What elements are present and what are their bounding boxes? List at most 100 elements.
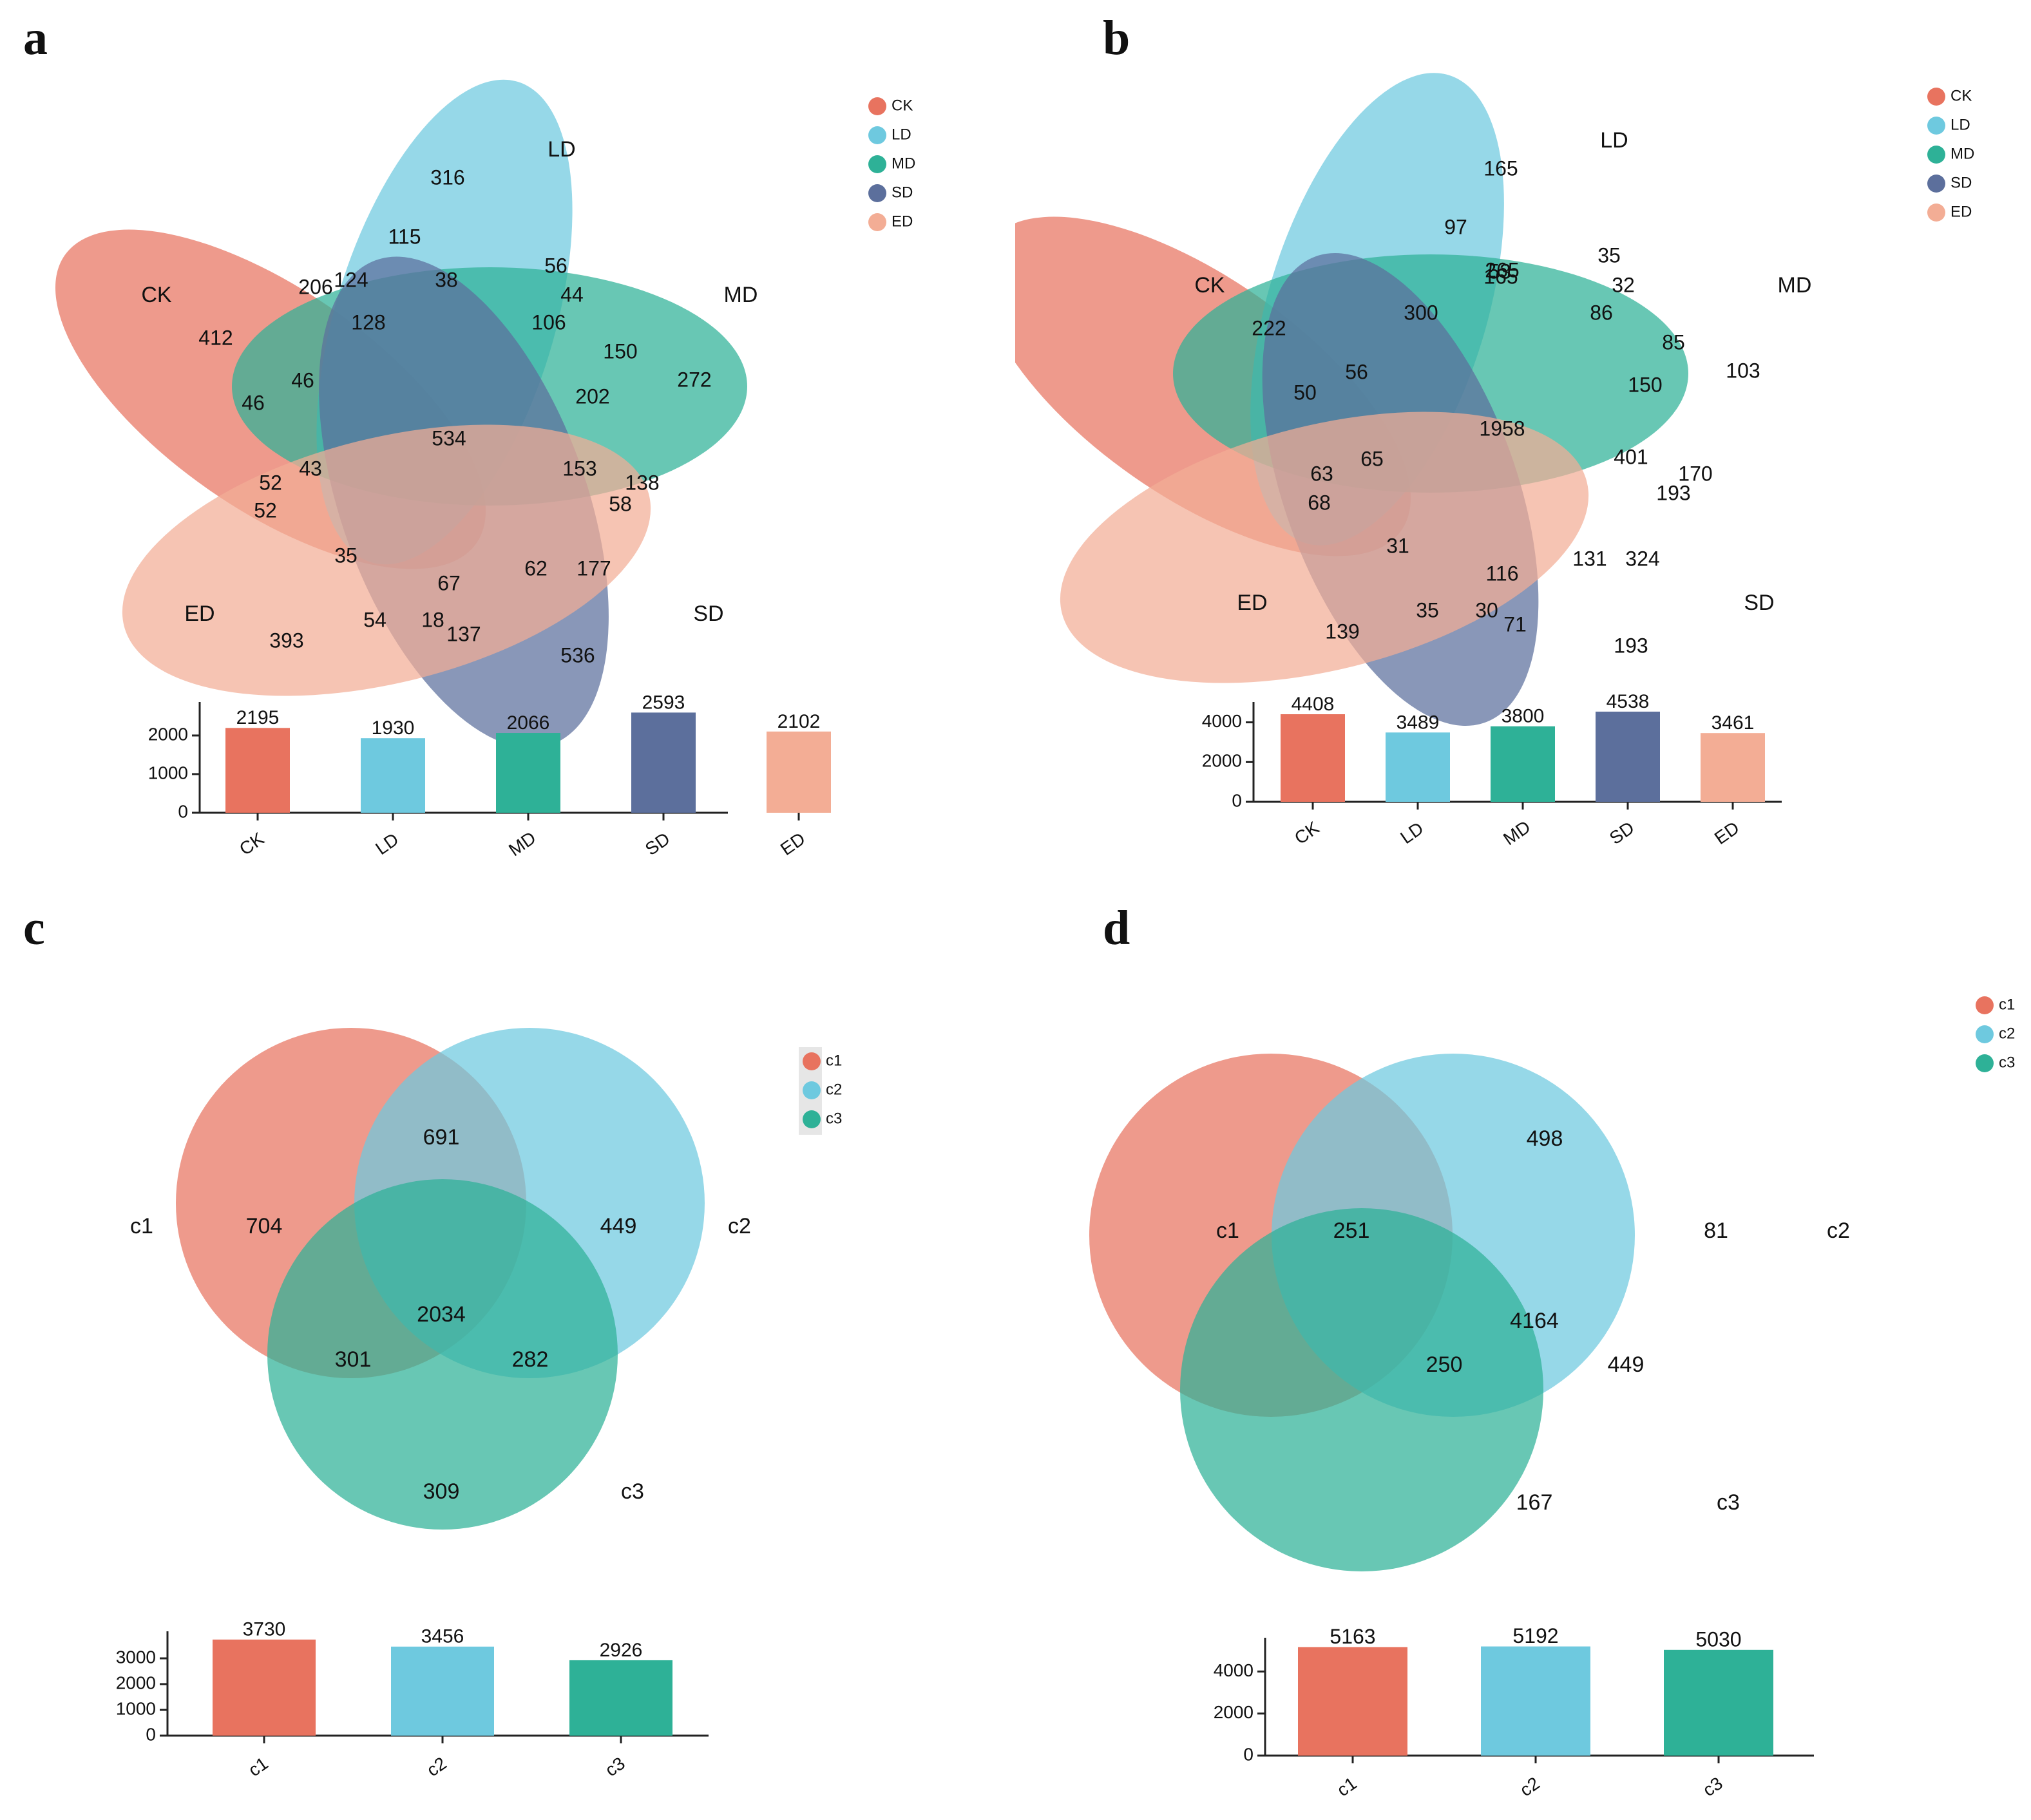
region-value: 46 <box>242 391 265 414</box>
bar-x-tick-label: CK <box>1291 817 1323 848</box>
region-value: 71 <box>1503 612 1527 636</box>
set-label-c2: c2 <box>728 1214 751 1238</box>
region-value: 62 <box>524 556 548 580</box>
region-value: 138 <box>625 471 659 494</box>
set-label-md: MD <box>724 283 758 307</box>
bar-value-label: 2102 <box>777 711 821 732</box>
legend-dot-c2 <box>803 1081 821 1099</box>
bar-x-tick-label: MD <box>1500 817 1534 849</box>
bar-value-label: 3489 <box>1397 712 1440 733</box>
legend-dot-ld <box>868 126 886 144</box>
region-value: 67 <box>437 571 461 594</box>
set-label-ck: CK <box>141 283 172 307</box>
region-value: 65 <box>1360 447 1384 470</box>
bar-y-tick-label: 0 <box>146 1724 156 1744</box>
set-label-c3: c3 <box>621 1479 644 1504</box>
region-value: 309 <box>423 1479 460 1504</box>
region-value: 401 <box>1614 445 1648 468</box>
set-ellipse-ed <box>122 424 651 696</box>
bar-value-label: 4538 <box>1607 691 1650 712</box>
legend-label-c2: c2 <box>1999 1025 2015 1042</box>
legend-label-ld: LD <box>892 126 911 143</box>
bar-x-tick-label: SD <box>642 828 674 859</box>
bar-ld <box>1386 732 1450 802</box>
venn-panel-b: CKLDMDSDED222165265300505663686516597533… <box>1015 73 1974 849</box>
bar-value-label: 5030 <box>1695 1627 1741 1651</box>
bar-x-tick-label: ED <box>777 828 809 859</box>
region-value: 139 <box>1325 620 1359 643</box>
bar-sd <box>631 712 696 813</box>
legend-dot-c3 <box>803 1110 821 1128</box>
region-value: 63 <box>1310 462 1333 485</box>
legend-label-c2: c2 <box>826 1081 842 1098</box>
region-value: 170 <box>1678 462 1712 485</box>
legend-label-c1: c1 <box>826 1052 842 1069</box>
set-label-ld: LD <box>1600 128 1628 153</box>
panel-letter-b: b <box>1103 11 1130 65</box>
bar-x-tick-label: LD <box>1397 818 1427 848</box>
region-value: 68 <box>1308 491 1331 514</box>
bar-value-label: 3800 <box>1502 706 1545 727</box>
bar-value-label: 2593 <box>642 692 685 713</box>
bar-value-label: 1930 <box>372 717 415 739</box>
bar-y-tick-label: 4000 <box>1214 1660 1254 1680</box>
set-label-ld: LD <box>548 137 575 162</box>
bar-x-tick-label: c2 <box>423 1753 450 1780</box>
bar-ld <box>361 738 425 813</box>
region-value: 35 <box>334 544 358 567</box>
region-value: 704 <box>246 1214 283 1238</box>
region-value: 4164 <box>1510 1309 1559 1333</box>
legend-label-ed: ED <box>1950 203 1972 220</box>
region-value: 81 <box>1704 1218 1728 1243</box>
bar-y-tick-label: 3000 <box>116 1647 156 1667</box>
bar-x-tick-label: SD <box>1606 817 1638 848</box>
bar-c3 <box>569 1660 672 1736</box>
bar-c1 <box>213 1639 316 1736</box>
region-value: 106 <box>531 310 566 334</box>
region-value: 193 <box>1656 481 1690 504</box>
region-value: 2034 <box>417 1302 466 1327</box>
region-value: 103 <box>1726 359 1760 382</box>
region-value: 18 <box>421 608 444 631</box>
bar-c3 <box>1664 1649 1773 1756</box>
bar-c1 <box>1298 1647 1407 1756</box>
set-ellipse-ed <box>1060 412 1589 683</box>
set-label-ck: CK <box>1194 273 1225 298</box>
set-label-c2: c2 <box>1827 1218 1850 1243</box>
bar-value-label: 4408 <box>1292 694 1335 715</box>
legend-dot-ck <box>868 97 886 115</box>
bar-x-tick-label: CK <box>236 828 268 859</box>
bar-y-tick-label: 0 <box>178 801 188 821</box>
bar-value-label: 5192 <box>1512 1624 1558 1647</box>
legend-dot-ck <box>1927 88 1945 106</box>
panel-letter-c: c <box>23 901 45 955</box>
region-value: 150 <box>1628 373 1662 396</box>
legend-dot-c1 <box>803 1052 821 1070</box>
region-value: 272 <box>677 368 711 391</box>
region-value: 1958 <box>1479 417 1525 440</box>
legend-dot-md <box>868 155 886 173</box>
region-value: 131 <box>1572 547 1607 570</box>
region-value: 498 <box>1527 1126 1563 1151</box>
region-value: 412 <box>198 326 233 349</box>
set-label-c3: c3 <box>1717 1490 1740 1515</box>
bar-sd <box>1596 711 1660 802</box>
region-value: 167 <box>1516 1490 1553 1515</box>
bar-x-tick-label: LD <box>372 829 402 858</box>
region-value: 56 <box>1345 360 1368 383</box>
bar-y-tick-label: 2000 <box>116 1673 156 1692</box>
legend-dot-ed <box>1927 204 1945 222</box>
bar-ed <box>767 731 831 813</box>
region-value: 300 <box>1404 301 1438 324</box>
region-value: 137 <box>446 622 481 645</box>
region-value: 250 <box>1426 1352 1463 1377</box>
region-value: 52 <box>259 471 282 494</box>
legend-dot-sd <box>868 184 886 202</box>
bar-md <box>496 733 560 813</box>
bar-md <box>1491 726 1555 802</box>
bar-x-tick-label: c1 <box>1333 1773 1360 1800</box>
bar-value-label: 2195 <box>236 707 280 728</box>
set-label-md: MD <box>1778 273 1812 298</box>
bar-y-tick-label: 1000 <box>148 763 188 782</box>
set-circle-c3 <box>1180 1208 1543 1571</box>
